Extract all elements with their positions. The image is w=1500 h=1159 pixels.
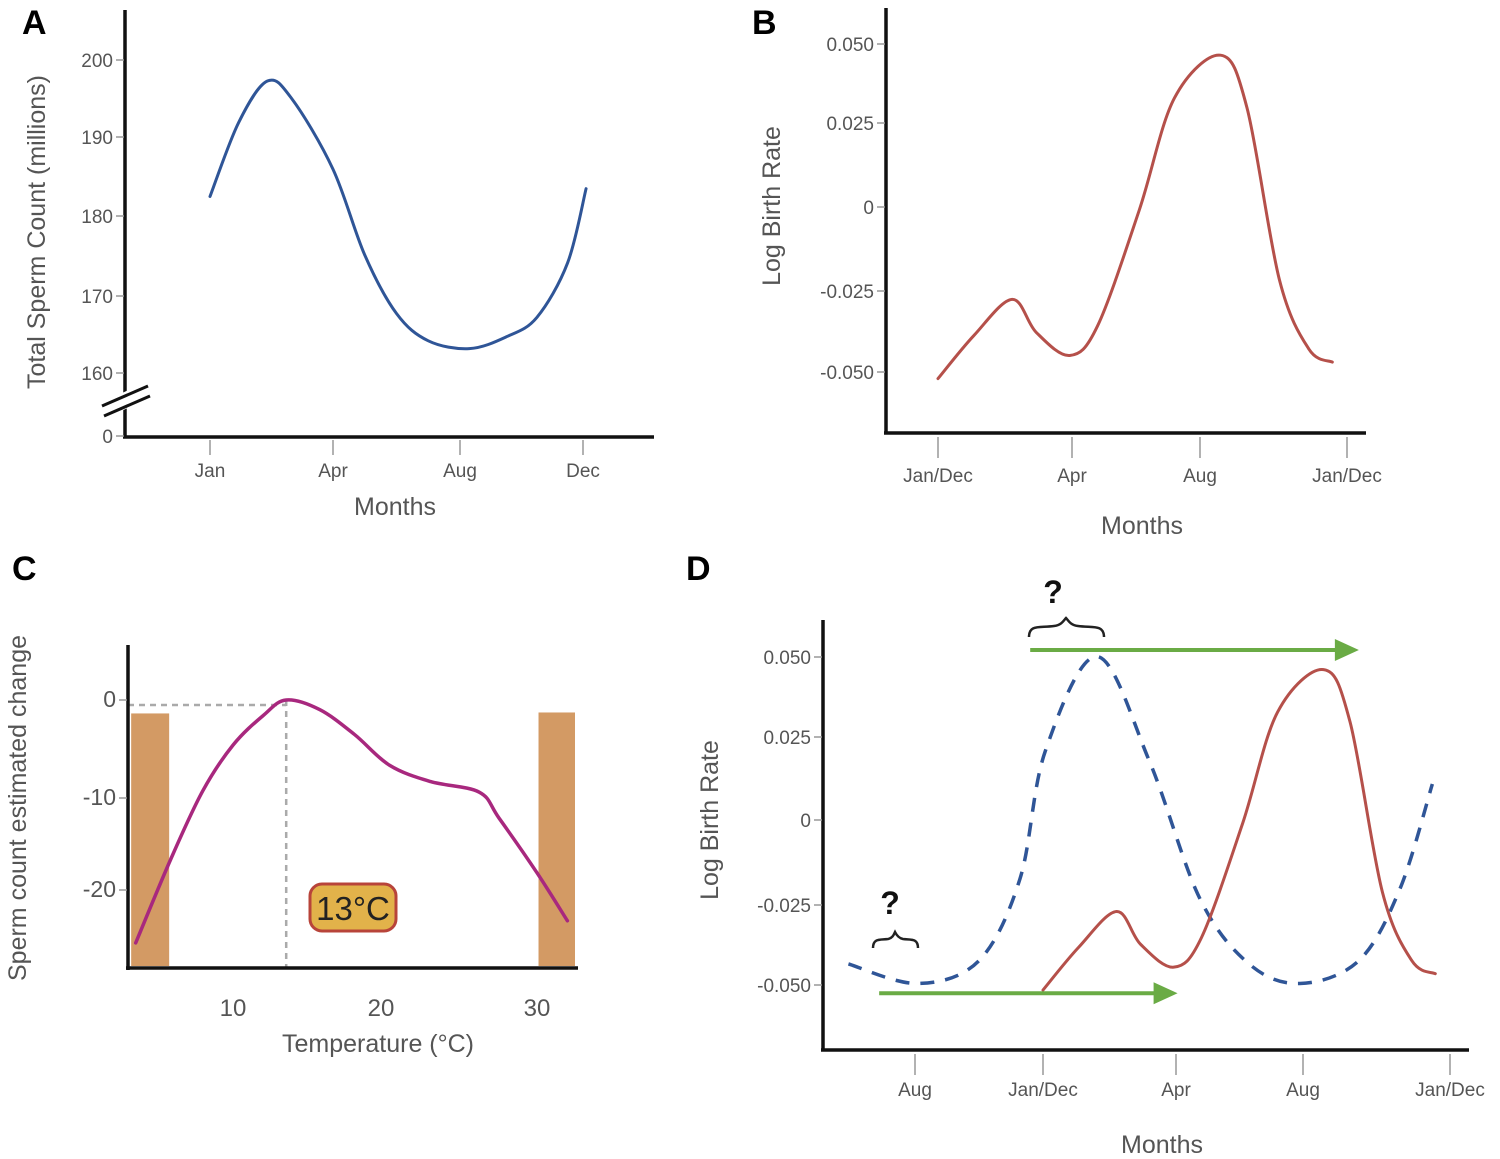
y-axis-title: Log Birth Rate: [696, 740, 724, 900]
arrowhead-icon: [1334, 638, 1359, 661]
x-tick-label: 20: [368, 995, 395, 1022]
question-annotation-top: ?: [1043, 574, 1063, 610]
series-line-log-birth-rate: [1041, 668, 1437, 992]
y-axis-title: Sperm count estimated change: [4, 635, 32, 981]
y-tick-label: -0.025: [757, 896, 811, 917]
y-tick-label: 200: [81, 51, 113, 72]
y-axis-title: Log Birth Rate: [758, 126, 786, 286]
temperature-badge: [308, 882, 398, 933]
brace-icon: [1027, 616, 1106, 638]
panel-letter-a: A: [22, 4, 47, 42]
x-tick-label: Jan: [195, 461, 226, 482]
panel-letter-b: B: [752, 4, 777, 42]
x-tick-label: Apr: [318, 461, 348, 482]
arrowhead-icon: [1153, 982, 1178, 1005]
x-tick-label: Aug: [443, 461, 477, 482]
panel-d: Log Birth Rate Months ? ? 0.050 0.025 0 -0.…: [696, 574, 1485, 1159]
x-axis-title: Months: [354, 493, 436, 521]
y-tick-label: 0: [102, 427, 113, 448]
brace-icon: [871, 929, 920, 949]
y-tick-label: -10: [83, 784, 116, 810]
axis-break-icon: [99, 381, 153, 419]
y-tick-label: -0.050: [820, 363, 874, 384]
x-tick-label: 10: [220, 995, 247, 1022]
y-tick-label: 170: [81, 287, 113, 308]
y-tick-label: 190: [81, 128, 113, 149]
panel-letter-d: D: [686, 550, 711, 588]
y-tick-label: 0: [863, 198, 874, 219]
x-tick-label: Dec: [566, 461, 600, 482]
y-axis-title: Total Sperm Count (millions): [23, 75, 51, 389]
y-tick-label: 180: [81, 207, 113, 228]
x-tick-label: Jan/Dec: [1008, 1080, 1078, 1101]
panel-b: Log Birth Rate Months 0.050 0.025 0 -0.025 -…: [758, 8, 1382, 540]
series-line-estimated-change: [133, 698, 570, 945]
shaded-bar: [538, 712, 575, 966]
y-tick-label: 0: [103, 686, 116, 712]
y-tick-label: -0.025: [820, 282, 874, 303]
temperature-badge-label: 13°C: [316, 890, 390, 927]
series-line-sperm-count-shifted-: [847, 654, 1435, 986]
y-tick-label: 0.050: [763, 648, 811, 669]
panel-c: Sperm count estimated change Temperature…: [4, 635, 578, 1058]
panel-letter-c: C: [12, 550, 37, 588]
x-axis-title: Temperature (°C): [282, 1030, 474, 1058]
series-line-total-sperm-count: [208, 78, 588, 351]
y-tick-label: -0.050: [757, 976, 811, 997]
question-annotation-bottom: ?: [880, 885, 900, 921]
y-tick-label: 0: [800, 811, 811, 832]
shaded-bar: [131, 713, 170, 966]
y-tick-label: 160: [81, 364, 113, 385]
x-tick-label: Jan/Dec: [1312, 466, 1382, 487]
x-tick-label: Aug: [1286, 1080, 1320, 1101]
x-tick-label: Apr: [1161, 1080, 1191, 1101]
x-tick-label: Jan/Dec: [903, 466, 973, 487]
y-tick-label: 0.025: [826, 114, 874, 135]
y-tick-label: 0.050: [826, 35, 874, 56]
x-tick-label: Aug: [1183, 466, 1217, 487]
series-line-log-birth-rate: [936, 53, 1334, 381]
x-tick-label: Apr: [1057, 466, 1087, 487]
x-tick-label: Jan/Dec: [1415, 1080, 1485, 1101]
y-tick-label: 0.025: [763, 728, 811, 749]
x-tick-label: Aug: [898, 1080, 932, 1101]
x-axis-title: Months: [1121, 1131, 1203, 1159]
y-tick-label: -20: [83, 876, 116, 902]
x-tick-label: 30: [524, 995, 551, 1022]
x-axis-title: Months: [1101, 512, 1183, 540]
panel-a: Total Sperm Count (millions) Months 200 1…: [23, 10, 654, 521]
